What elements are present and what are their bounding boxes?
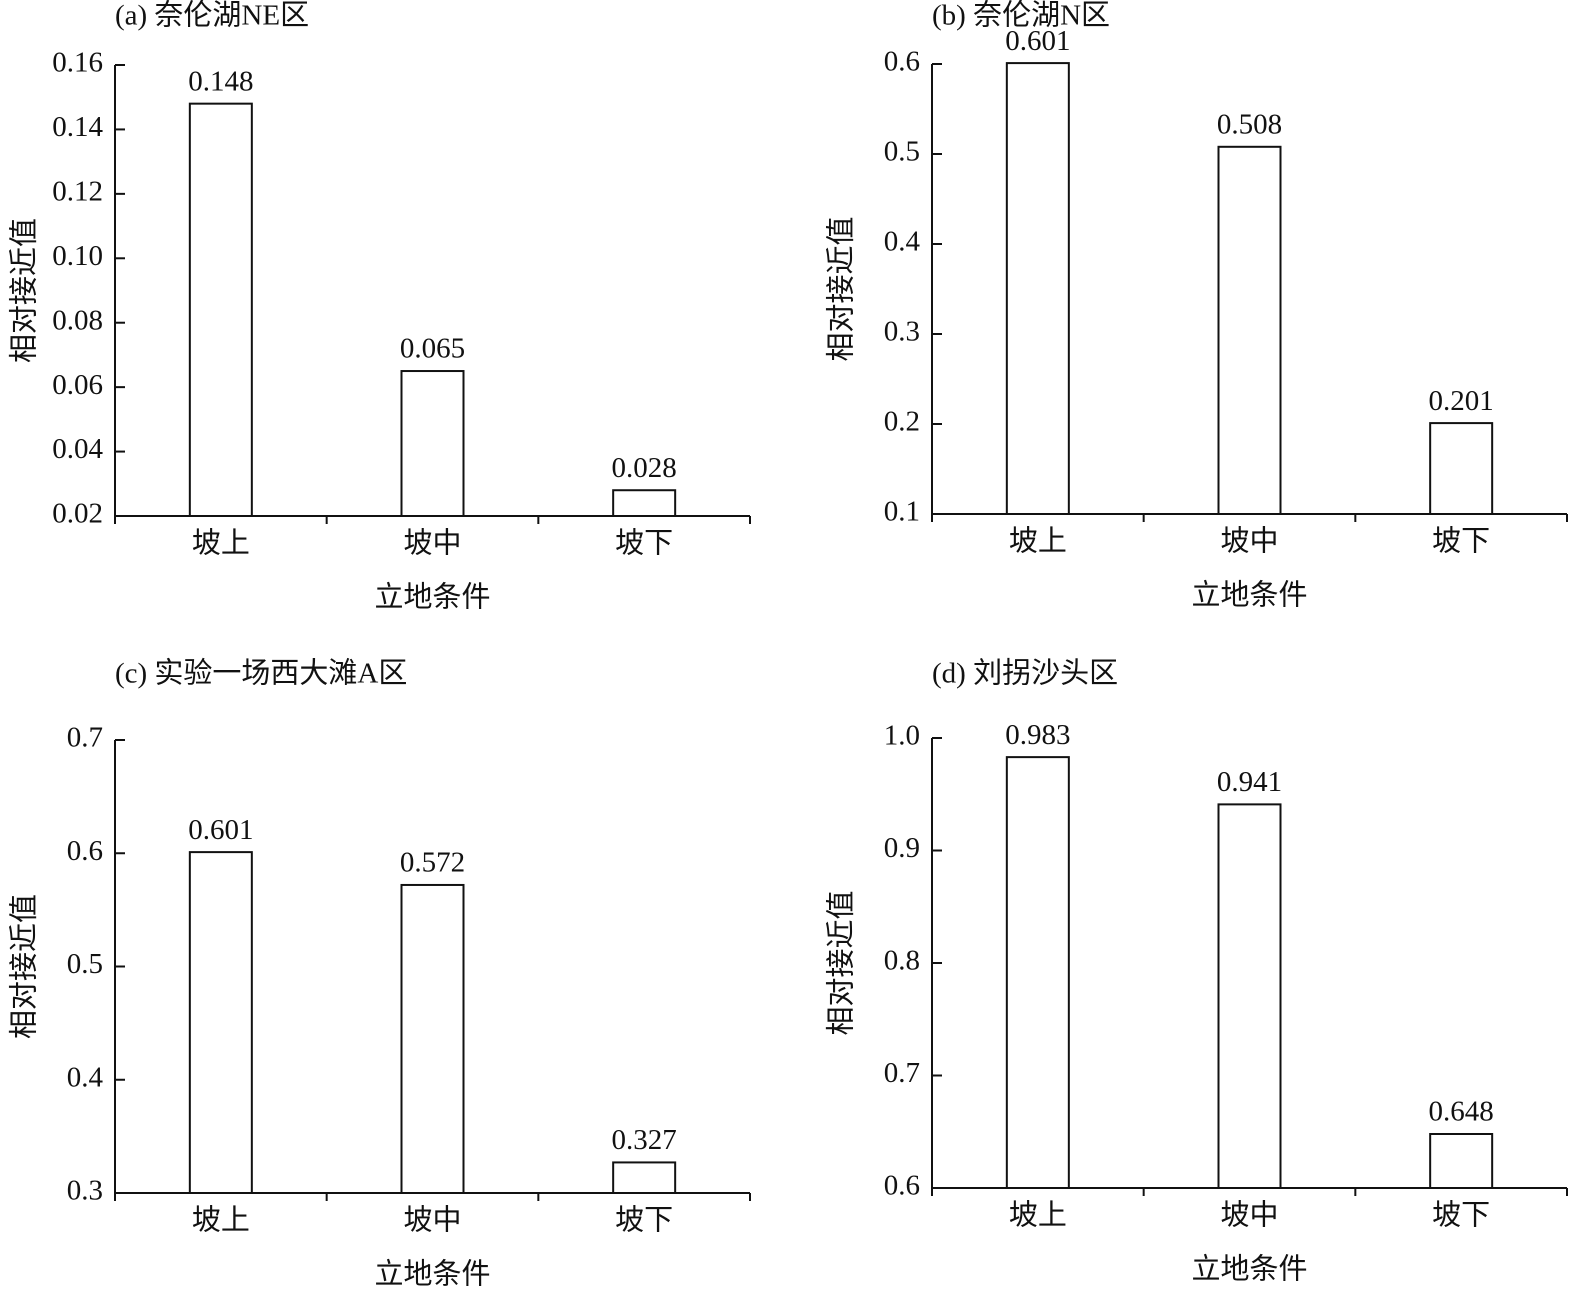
x-tick-label: 坡上 [192,1204,250,1237]
value-label: 0.648 [1429,1096,1494,1128]
chart-title: (d) 刘拐沙头区 [932,657,1118,690]
y-axis-label: 相对接近值 [825,890,858,1035]
x-tick-label: 坡下 [615,1204,673,1237]
x-tick-label: 坡下 [615,527,673,560]
y-tick-label: 0.7 [884,1057,920,1089]
bar [188,102,253,518]
y-tick-label: 0.12 [52,176,103,208]
x-tick-label: 坡中 [1220,1199,1278,1232]
chart-title: (a) 奈伦湖NE区 [115,0,309,32]
bar [612,1161,677,1194]
y-tick-label: 0.5 [884,136,920,168]
y-tick-label: 0.5 [67,948,103,980]
y-tick-label: 0.08 [52,304,103,336]
bar [612,489,677,518]
chart-title: (b) 奈伦湖N区 [932,0,1110,32]
x-tick-label: 坡中 [403,527,461,560]
value-label: 0.941 [1217,766,1282,798]
y-tick-label: 0.7 [67,722,103,754]
value-label: 0.572 [400,847,465,879]
bar [188,851,253,1194]
value-label: 0.065 [400,333,465,365]
y-axis-label: 相对接近值 [825,216,858,361]
y-tick-label: 0.04 [52,433,103,465]
value-label: 0.601 [188,814,253,846]
bar [400,370,465,517]
x-tick-label: 坡上 [192,527,250,560]
chart-title: (c) 实验一场西大滩A区 [115,657,407,690]
x-axis-label: 立地条件 [374,581,490,614]
y-tick-label: 0.3 [884,316,920,348]
value-label: 0.508 [1217,108,1282,140]
x-axis-label: 立地条件 [374,1258,490,1291]
bar [1005,756,1070,1189]
x-tick-label: 坡下 [1432,1199,1490,1232]
x-tick-label: 坡上 [1009,1199,1067,1232]
bar [1005,62,1070,515]
y-tick-label: 0.2 [884,406,920,438]
y-tick-label: 0.6 [67,835,103,867]
y-axis-label: 相对接近值 [8,218,41,363]
value-label: 0.201 [1429,385,1494,417]
y-tick-label: 0.4 [67,1061,104,1093]
x-tick-label: 坡中 [1220,525,1278,558]
x-axis-label: 立地条件 [1191,579,1307,612]
y-tick-label: 0.14 [52,111,103,143]
bar [1217,803,1282,1189]
y-tick-label: 0.06 [52,369,103,401]
y-tick-label: 0.16 [52,47,103,79]
y-tick-label: 0.3 [67,1175,103,1207]
x-tick-label: 坡上 [1009,525,1067,558]
bar [1429,1133,1494,1189]
value-label: 0.327 [612,1124,677,1156]
y-tick-label: 0.4 [884,226,921,258]
x-axis-label: 立地条件 [1191,1253,1307,1286]
y-tick-label: 0.10 [52,240,103,272]
y-tick-label: 0.6 [884,1170,920,1202]
y-tick-label: 0.1 [884,496,920,528]
value-label: 0.148 [188,65,253,97]
y-tick-label: 0.8 [884,945,920,977]
bar [1429,422,1494,516]
y-tick-label: 0.9 [884,832,920,864]
bar [1217,145,1282,516]
x-tick-label: 坡中 [403,1204,461,1237]
y-tick-label: 0.02 [52,498,103,530]
y-tick-label: 0.6 [884,46,920,78]
value-label: 0.028 [612,452,677,484]
bar [400,883,465,1195]
y-tick-label: 1.0 [884,720,920,752]
x-tick-label: 坡下 [1432,525,1490,558]
value-label: 0.601 [1005,25,1070,57]
value-label: 0.983 [1005,719,1070,751]
y-axis-label: 相对接近值 [8,894,41,1039]
